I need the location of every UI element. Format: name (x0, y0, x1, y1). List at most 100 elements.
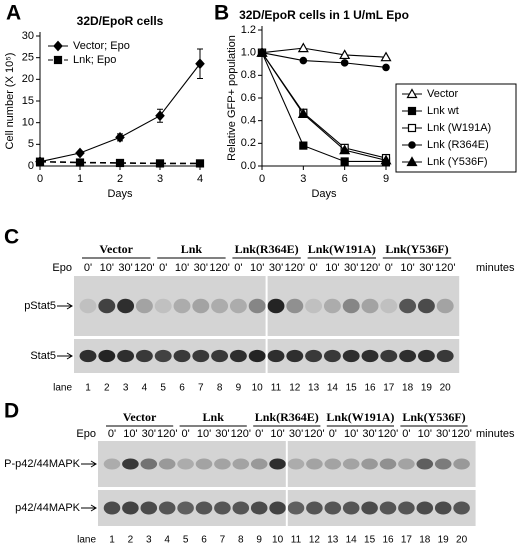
band (269, 501, 286, 515)
band (436, 349, 454, 363)
marker (382, 63, 390, 72)
time-label: 10' (400, 262, 414, 274)
time-label: 120' (157, 428, 177, 440)
band (434, 458, 452, 470)
lane-number: 6 (179, 383, 185, 394)
time-label: 10' (123, 428, 137, 440)
band (103, 458, 121, 470)
legend-label: Lnk wt (427, 105, 459, 117)
chart-title: 32D/EpoR cells in 1 U/mL Epo (239, 8, 409, 22)
band (398, 501, 415, 515)
time-label: 120' (304, 428, 324, 440)
band (453, 501, 470, 515)
lane-number: 13 (327, 535, 339, 546)
band (399, 349, 417, 363)
band (154, 298, 172, 314)
marker (380, 51, 392, 62)
lane-number: 15 (346, 383, 358, 394)
marker (115, 131, 125, 143)
band (192, 349, 210, 363)
time-label: 10' (270, 428, 284, 440)
band (453, 458, 470, 470)
x-tick-label: 9 (383, 173, 389, 185)
band (305, 349, 323, 363)
lane-number: 17 (401, 535, 413, 546)
time-label: 10' (197, 428, 211, 440)
legend-marker (53, 55, 63, 65)
lane-number: 12 (289, 383, 301, 394)
treatment-label: Epo (76, 428, 96, 440)
panel-letter: D (4, 400, 19, 423)
band (173, 298, 191, 314)
band (79, 349, 97, 363)
lane-number: 4 (142, 383, 148, 394)
lane-number: 7 (220, 535, 226, 546)
band (324, 458, 342, 470)
band (177, 501, 194, 515)
y-tick-label: 0.0 (241, 160, 256, 172)
group-label: Lnk(Y536F) (385, 242, 448, 256)
band (416, 501, 434, 515)
series-line (261, 52, 387, 68)
time-label: 0' (385, 262, 393, 274)
band (342, 501, 360, 515)
time-label: 0' (255, 428, 263, 440)
row-arrow (81, 504, 97, 512)
band (250, 458, 268, 470)
band (269, 458, 286, 470)
lane-number: 20 (440, 383, 452, 394)
x-tick-label: 3 (157, 173, 163, 185)
band (323, 349, 341, 363)
band (323, 298, 341, 314)
band (417, 349, 435, 363)
y-tick-label: 0 (28, 160, 34, 172)
time-label: 0' (108, 428, 116, 440)
row-arrow (57, 352, 73, 360)
marker (340, 59, 349, 67)
lane-number: 17 (383, 383, 395, 394)
panel-letter: C (4, 226, 19, 249)
time-label: 30' (269, 262, 283, 274)
x-tick-label: 0 (37, 173, 43, 185)
band (232, 458, 250, 470)
lane-number: 3 (146, 535, 152, 546)
legend-label: Vector (427, 88, 459, 100)
band (267, 298, 285, 314)
row-label: p42/44MAPK (15, 502, 80, 514)
y-tick-label: 10 (22, 117, 34, 129)
marker (75, 158, 85, 167)
lane-number: 5 (183, 535, 189, 546)
band (248, 349, 266, 363)
marker (155, 110, 165, 122)
lane-number: 1 (109, 535, 115, 546)
lane-number: 6 (201, 535, 207, 546)
time-label: 30' (194, 262, 208, 274)
legend-marker (408, 141, 416, 149)
marker (297, 42, 309, 53)
band (117, 349, 135, 363)
time-label: 30' (215, 428, 229, 440)
band (177, 458, 194, 470)
time-label: 30' (362, 428, 376, 440)
time-label: 120' (231, 428, 251, 440)
band (135, 298, 153, 314)
band (398, 458, 415, 470)
y-tick-label: 25 (22, 52, 34, 64)
chart-title: 32D/EpoR cells (77, 14, 164, 28)
band (250, 501, 268, 515)
x-tick-label: 0 (259, 173, 265, 185)
lane-number: 18 (419, 535, 431, 546)
band (305, 298, 323, 314)
lane-number: 10 (272, 535, 284, 546)
band (380, 298, 398, 314)
y-tick-label: 0.8 (241, 69, 256, 81)
band (434, 501, 452, 515)
group-label: Lnk(W191A) (308, 242, 376, 256)
lane-number: 11 (271, 383, 282, 394)
series-line (261, 52, 386, 163)
band (158, 501, 176, 515)
x-tick-label: 3 (300, 173, 306, 185)
y-axis-label: Relative GFP+ population (226, 35, 238, 161)
band (79, 298, 97, 314)
